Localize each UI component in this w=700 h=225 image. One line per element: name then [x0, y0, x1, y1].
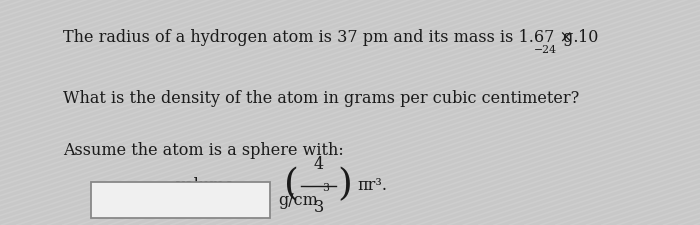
Text: g.: g. [558, 29, 578, 46]
Text: −24: −24 [533, 45, 556, 55]
Text: ): ) [337, 168, 353, 204]
Text: Assume the atom is a sphere with:: Assume the atom is a sphere with: [63, 142, 344, 159]
Text: 4: 4 [314, 156, 323, 173]
Text: (: ( [284, 168, 300, 204]
Text: 3: 3 [314, 198, 323, 216]
Text: πr³.: πr³. [357, 177, 387, 194]
Text: The radius of a hydrogen atom is 37 pm and its mass is 1.67 × 10: The radius of a hydrogen atom is 37 pm a… [63, 29, 598, 46]
Text: What is the density of the atom in grams per cubic centimeter?: What is the density of the atom in grams… [63, 90, 580, 107]
Text: 3: 3 [322, 183, 329, 193]
Text: g/cm: g/cm [278, 192, 318, 209]
Text: volume =: volume = [175, 177, 258, 194]
FancyBboxPatch shape [91, 182, 270, 218]
